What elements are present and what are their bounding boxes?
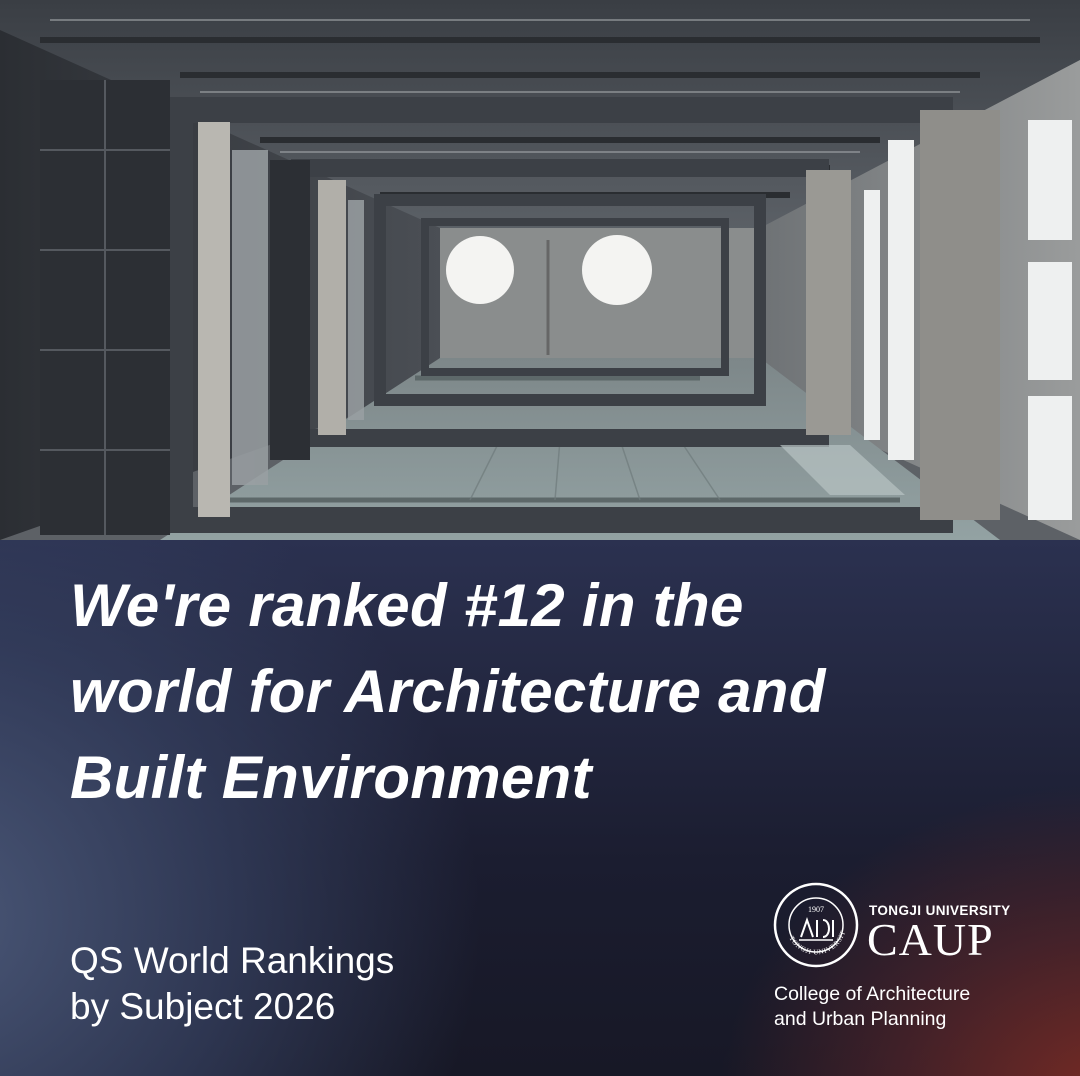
seal-year: 1907 bbox=[808, 905, 824, 914]
headline-line-1: We're ranked #12 in the bbox=[70, 572, 744, 639]
seal-ring-text: TONGJI UNIVERSITY bbox=[773, 882, 847, 956]
ranking-headline: We're ranked #12 in the world for Archit… bbox=[70, 563, 1030, 821]
college-line-2: and Urban Planning bbox=[774, 1008, 947, 1030]
headline-line-2: world for Architecture and bbox=[70, 658, 826, 725]
university-name: TONGJI UNIVERSITY bbox=[869, 903, 1011, 918]
subtitle-line-1: QS World Rankings bbox=[70, 940, 395, 981]
college-acronym: CAUP bbox=[867, 914, 994, 965]
caup-logo: 1907 TONGJI UNIVERSITY TONGJI UNIVERSITY… bbox=[773, 882, 1033, 1042]
ranking-source: QS World Rankings by Subject 2026 bbox=[70, 938, 394, 1030]
university-seal-icon: 1907 TONGJI UNIVERSITY bbox=[773, 882, 859, 968]
architecture-photo bbox=[0, 0, 1080, 540]
subtitle-line-2: by Subject 2026 bbox=[70, 986, 336, 1027]
college-full-name: College of Architecture and Urban Planni… bbox=[774, 982, 970, 1032]
headline-panel bbox=[0, 540, 1080, 1076]
headline-line-3: Built Environment bbox=[70, 744, 592, 811]
college-line-1: College of Architecture bbox=[774, 983, 971, 1005]
svg-text:TONGJI UNIVERSITY: TONGJI UNIVERSITY bbox=[773, 882, 847, 956]
